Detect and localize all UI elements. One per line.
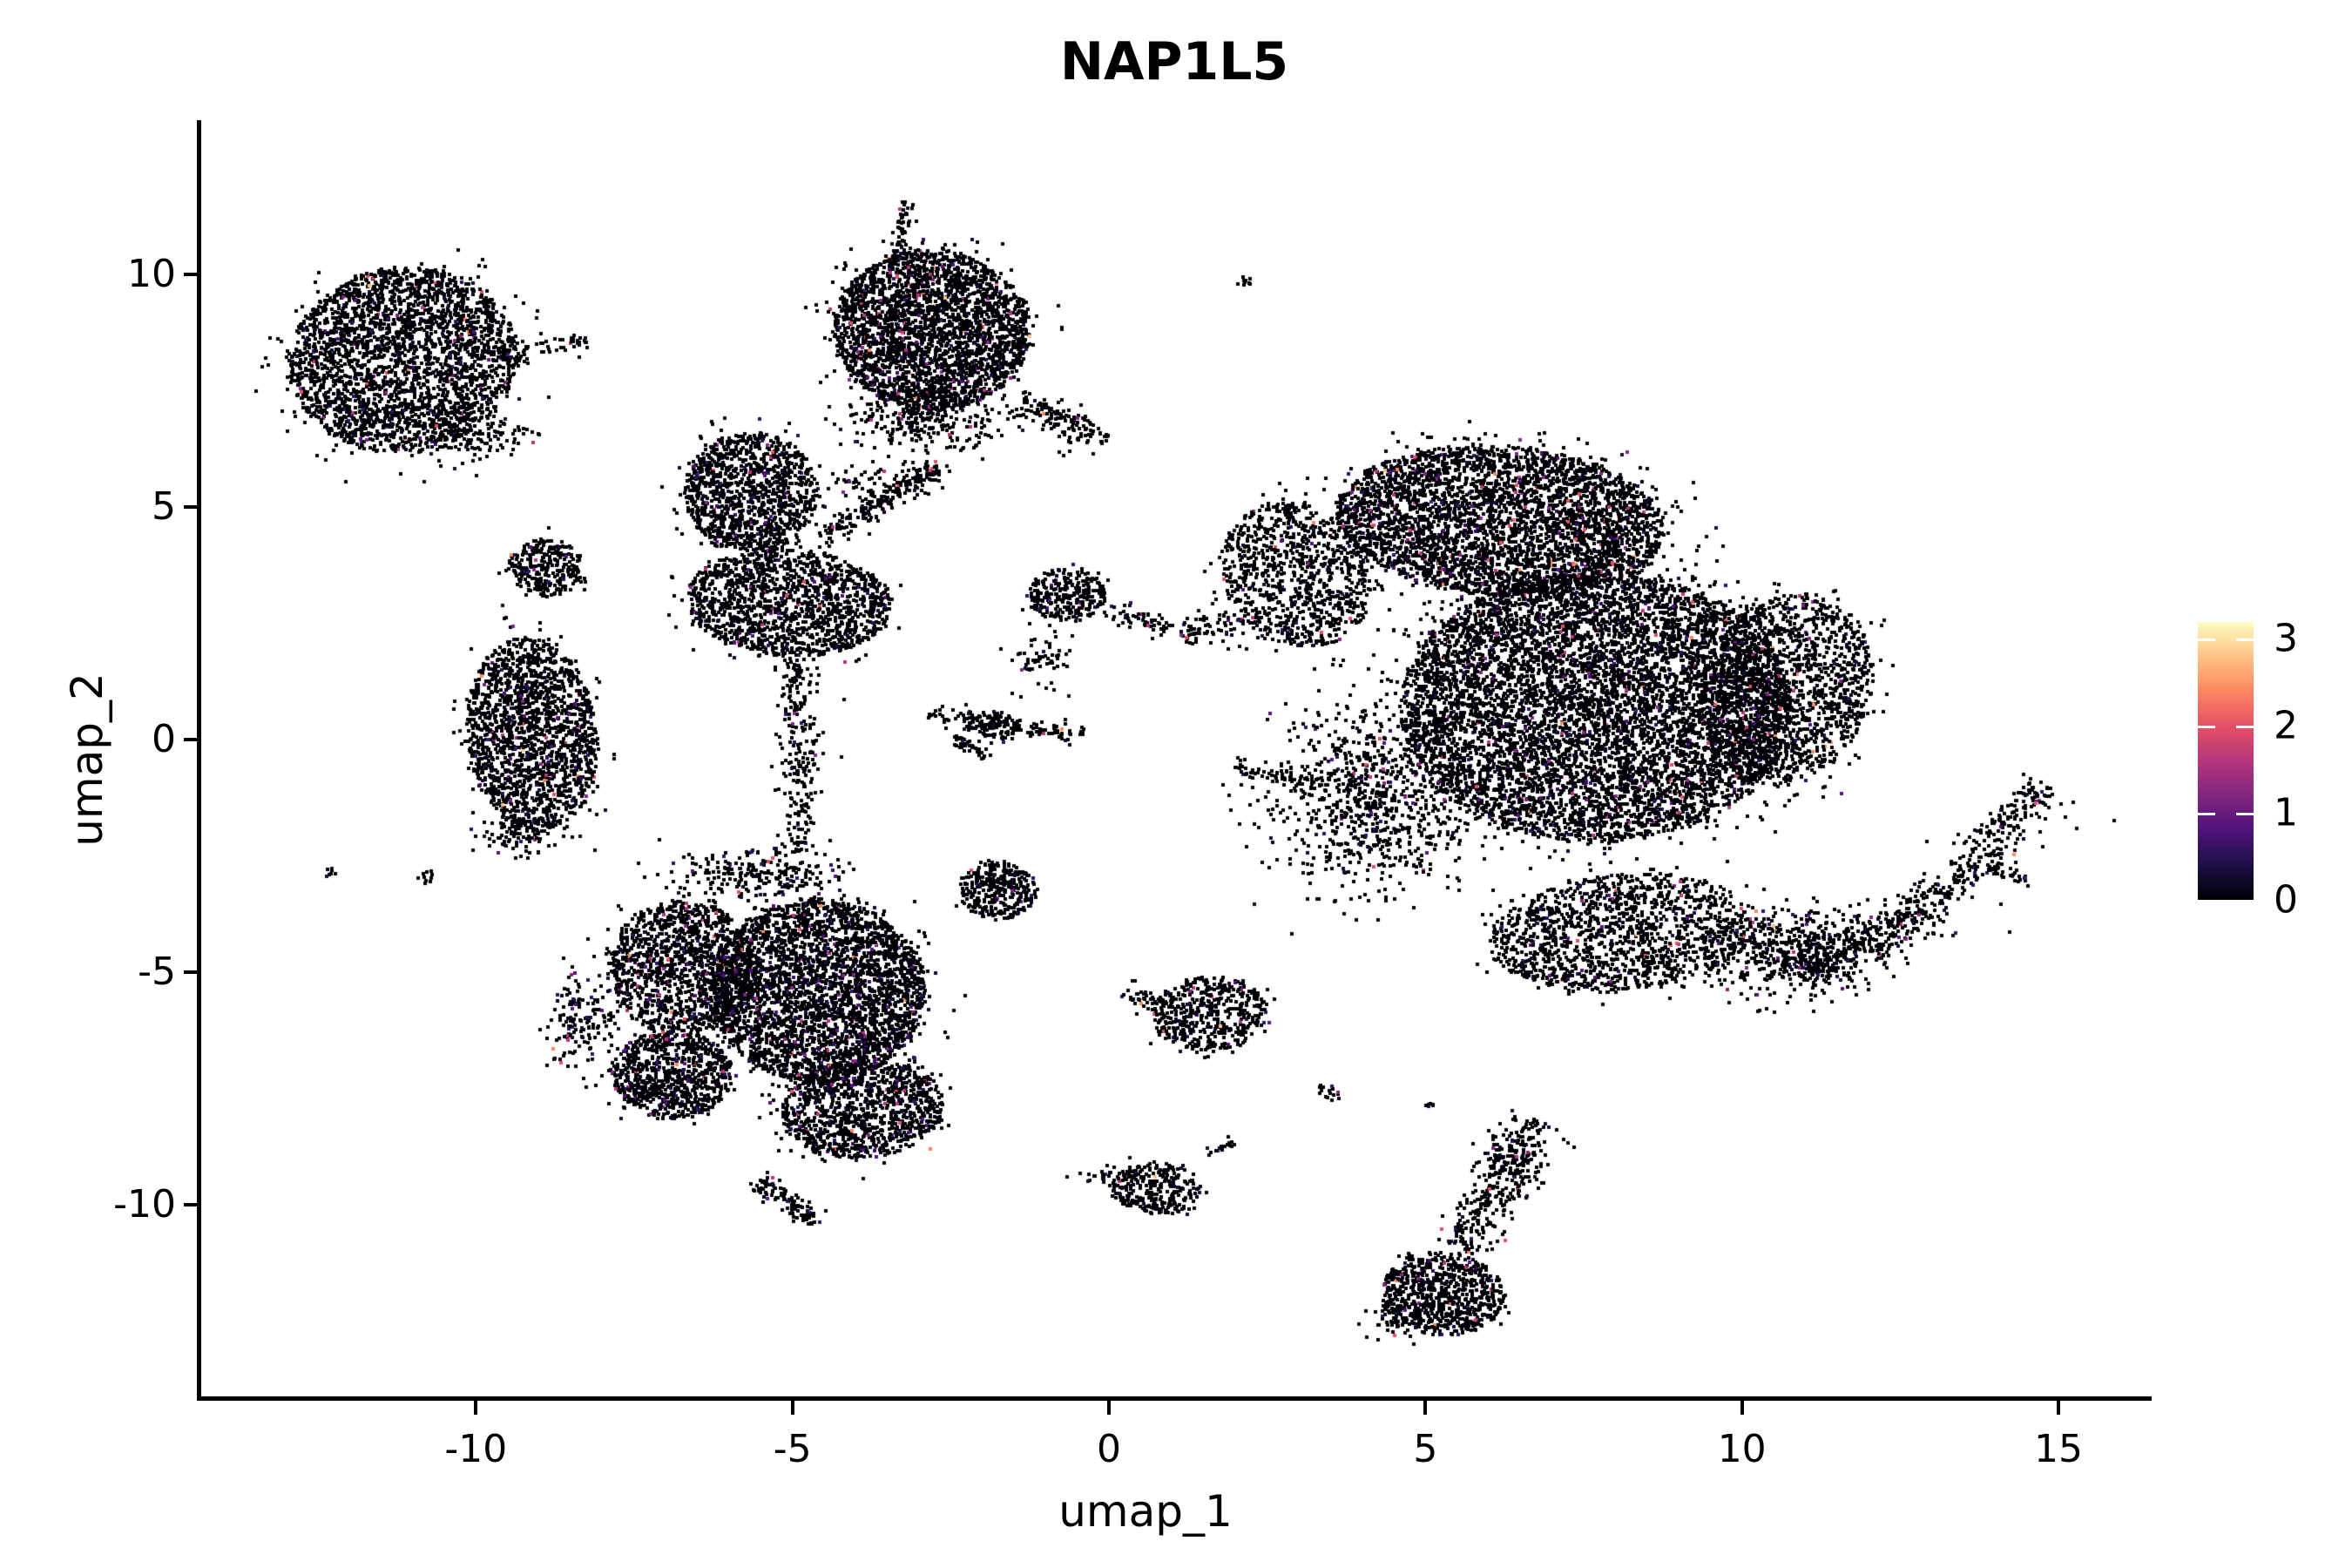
x-tick-label: 15 <box>2034 1427 2084 1471</box>
x-axis-line <box>197 1396 2152 1401</box>
x-tick-mark <box>1107 1401 1111 1415</box>
colorbar-tick-mark <box>2236 813 2254 815</box>
x-tick-mark <box>790 1401 794 1415</box>
colorbar-tick-mark <box>2198 639 2215 641</box>
colorbar-tick-mark <box>2236 639 2254 641</box>
x-tick-mark <box>474 1401 478 1415</box>
colorbar-tick-mark <box>2198 813 2215 815</box>
y-tick-label: 10 <box>127 252 176 296</box>
colorbar-tick-label: 1 <box>2274 790 2298 835</box>
y-axis-line <box>197 120 201 1401</box>
colorbar-tick-label: 3 <box>2274 616 2298 661</box>
x-axis-title: umap_1 <box>1058 1486 1233 1537</box>
y-tick-label: 5 <box>152 484 176 529</box>
x-tick-mark <box>1423 1401 1428 1415</box>
y-tick-mark <box>184 738 198 741</box>
y-tick-mark <box>184 273 198 276</box>
x-tick-label: -5 <box>773 1427 812 1471</box>
y-tick-mark <box>184 1203 198 1206</box>
colorbar-tick-mark <box>2198 726 2215 728</box>
y-axis-title: umap_2 <box>62 672 112 847</box>
x-tick-label: 0 <box>1097 1427 1121 1471</box>
x-tick-mark <box>2057 1401 2061 1415</box>
colorbar-tick-mark <box>2236 726 2254 728</box>
expression-colorbar <box>2198 622 2254 900</box>
x-tick-label: 10 <box>1717 1427 1767 1471</box>
x-tick-label: -10 <box>444 1427 508 1471</box>
y-tick-label: -5 <box>138 950 176 994</box>
y-tick-mark <box>184 505 198 509</box>
y-tick-label: 0 <box>152 717 176 761</box>
y-tick-label: -10 <box>113 1182 176 1227</box>
x-tick-label: 5 <box>1413 1427 1438 1471</box>
x-tick-mark <box>1740 1401 1744 1415</box>
colorbar-tick-label: 2 <box>2274 703 2298 748</box>
colorbar-gradient <box>2198 622 2254 900</box>
colorbar-tick-label: 0 <box>2274 877 2298 923</box>
plot-title: NAP1L5 <box>1059 31 1289 92</box>
y-tick-mark <box>184 970 198 974</box>
